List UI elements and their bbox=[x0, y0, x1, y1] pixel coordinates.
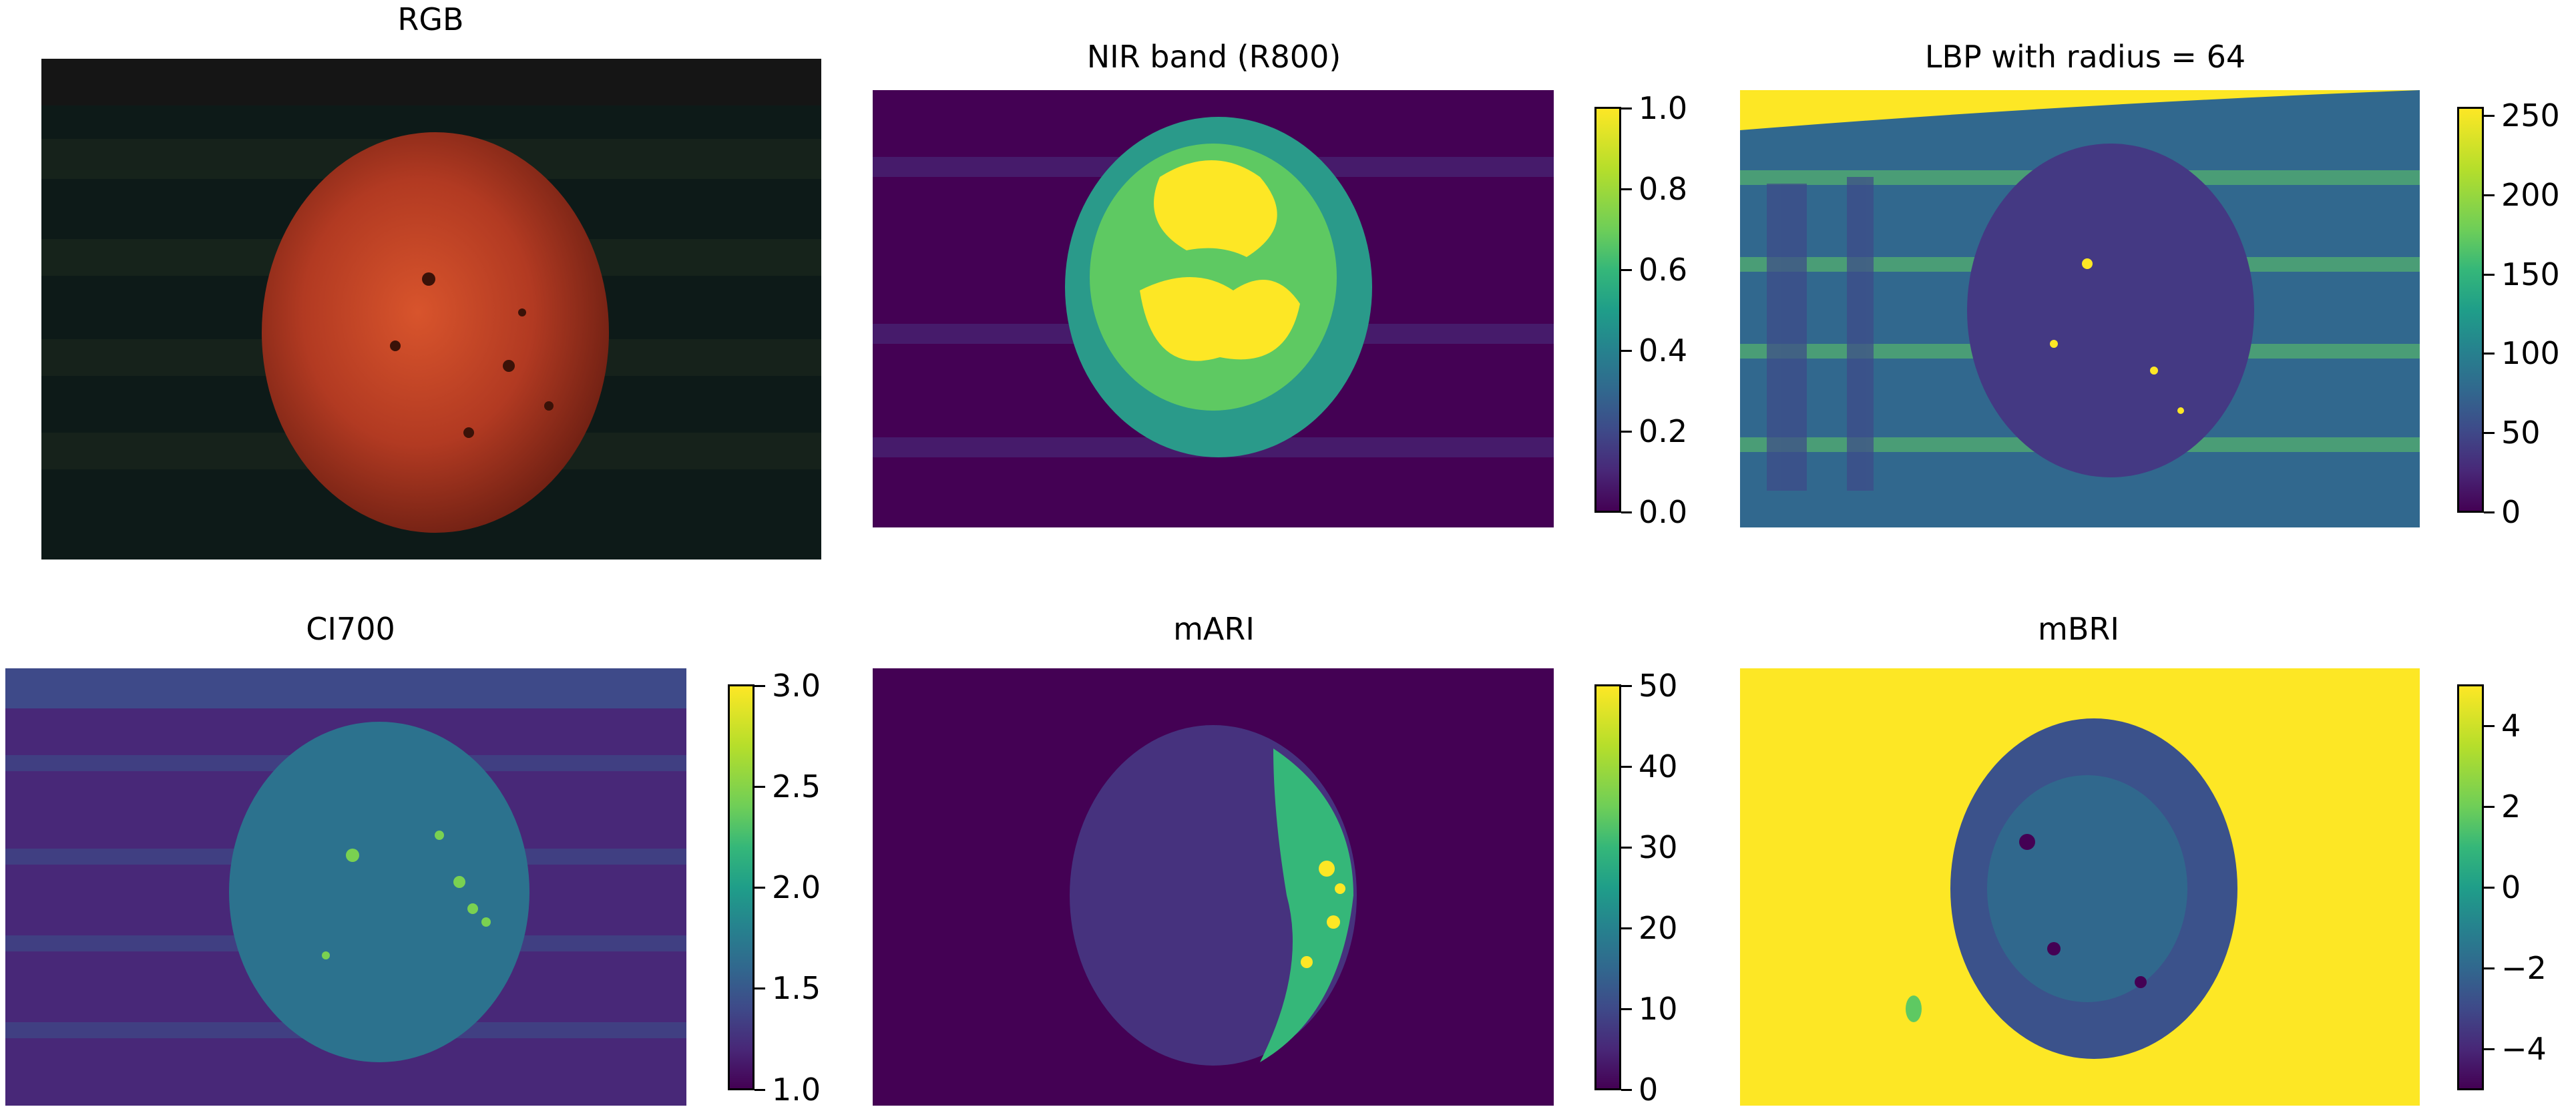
colorbar-tick bbox=[1621, 684, 1632, 687]
panel-title: RGB bbox=[397, 1, 464, 37]
colorbar-tick-label: 3.0 bbox=[772, 667, 821, 704]
colorbar-tick-label: 250 bbox=[2501, 97, 2560, 134]
rgb-image bbox=[41, 59, 821, 560]
colorbar-tick-label: 0.4 bbox=[1639, 332, 1688, 369]
colorbar-tick-label: 10 bbox=[1639, 990, 1678, 1027]
panel-title: mBRI bbox=[2038, 611, 2119, 647]
colorbar-tick bbox=[1621, 846, 1632, 849]
colorbar-tick-label: 100 bbox=[2501, 335, 2560, 372]
panel-title: mARI bbox=[1173, 611, 1255, 647]
colorbar-tick-label: 0 bbox=[2501, 869, 2521, 905]
colorbar-tick bbox=[2484, 806, 2495, 808]
colorbar-tick-label: −2 bbox=[2501, 950, 2547, 986]
colorbar-tick bbox=[1621, 765, 1632, 768]
colorbar-tick-label: 40 bbox=[1639, 748, 1678, 785]
colorbar-tick-label: 2 bbox=[2501, 789, 2521, 825]
colorbar-tick bbox=[755, 785, 765, 788]
panel-title: NIR band (R800) bbox=[1086, 39, 1341, 75]
colorbar-tick bbox=[755, 987, 765, 990]
colorbar-tick-label: 1.0 bbox=[1639, 89, 1688, 126]
colorbar-tick-label: 30 bbox=[1639, 829, 1678, 865]
panel-title: LBP with radius = 64 bbox=[1924, 39, 2246, 75]
colorbar-tick-label: −4 bbox=[2501, 1031, 2547, 1067]
colorbar-tick bbox=[2484, 353, 2495, 355]
colorbar-tick-label: 0.8 bbox=[1639, 170, 1688, 207]
colorbar-tick bbox=[2484, 1048, 2495, 1050]
nir-image bbox=[873, 90, 1554, 527]
colorbar-tick bbox=[755, 684, 765, 687]
colorbar-tick bbox=[1621, 430, 1632, 433]
colorbar-tick bbox=[1621, 927, 1632, 929]
lbp-colorbar bbox=[2457, 107, 2484, 513]
colorbar-tick-label: 0 bbox=[2501, 493, 2521, 530]
colorbar-tick-label: 2.5 bbox=[772, 768, 821, 805]
colorbar-tick-label: 150 bbox=[2501, 256, 2560, 292]
mari-image bbox=[873, 668, 1554, 1106]
nir-colorbar bbox=[1594, 107, 1621, 513]
colorbar-tick bbox=[1621, 268, 1632, 271]
colorbar-tick bbox=[2484, 194, 2495, 196]
colorbar-tick-label: 0.2 bbox=[1639, 413, 1688, 449]
colorbar-tick bbox=[1621, 1088, 1632, 1091]
colorbar-tick bbox=[2484, 431, 2495, 434]
colorbar-tick-label: 50 bbox=[2501, 414, 2541, 451]
colorbar-tick-label: 20 bbox=[1639, 909, 1678, 946]
colorbar-tick-label: 4 bbox=[2501, 708, 2521, 744]
colorbar-tick bbox=[2484, 887, 2495, 889]
colorbar-tick-label: 2.0 bbox=[772, 869, 821, 905]
panel-title: CI700 bbox=[306, 611, 395, 647]
colorbar-tick-label: 0.0 bbox=[1639, 493, 1688, 530]
colorbar-tick bbox=[1621, 107, 1632, 109]
colorbar-tick-label: 200 bbox=[2501, 176, 2560, 213]
colorbar-tick bbox=[2484, 273, 2495, 276]
colorbar-tick bbox=[1621, 349, 1632, 352]
colorbar-tick-label: 50 bbox=[1639, 667, 1678, 704]
colorbar-tick bbox=[2484, 511, 2495, 513]
colorbar-tick bbox=[755, 1088, 765, 1091]
colorbar-tick bbox=[2484, 115, 2495, 118]
mari-colorbar bbox=[1594, 684, 1621, 1090]
mbri-image bbox=[1740, 668, 2420, 1106]
colorbar-tick bbox=[1621, 511, 1632, 513]
colorbar-tick-label: 1.0 bbox=[772, 1071, 821, 1108]
mbri-colorbar bbox=[2457, 684, 2484, 1090]
colorbar-tick bbox=[1621, 1008, 1632, 1010]
ci700-image bbox=[5, 668, 686, 1106]
ci700-colorbar bbox=[728, 684, 755, 1090]
colorbar-tick bbox=[2484, 725, 2495, 727]
colorbar-tick-label: 0 bbox=[1639, 1071, 1659, 1108]
colorbar-tick-label: 0.6 bbox=[1639, 251, 1688, 288]
colorbar-tick-label: 1.5 bbox=[772, 970, 821, 1007]
colorbar-tick bbox=[1621, 188, 1632, 190]
colorbar-tick bbox=[2484, 967, 2495, 969]
lbp-image bbox=[1740, 90, 2420, 527]
colorbar-tick bbox=[755, 887, 765, 889]
